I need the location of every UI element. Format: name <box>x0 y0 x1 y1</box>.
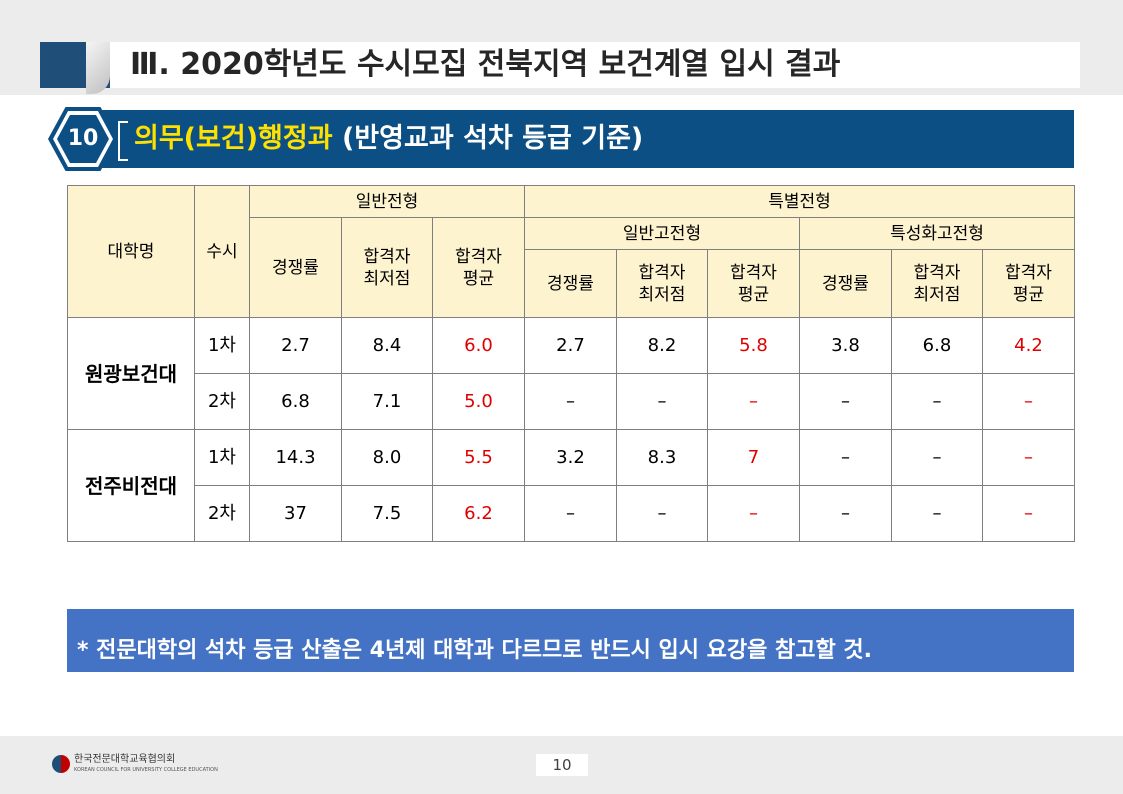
header-special-general: 일반고전형 <box>524 217 800 250</box>
round-cell: 1차 <box>194 429 250 486</box>
table-row: 2차 6.8 7.1 5.0 – – – – – – <box>68 373 1075 430</box>
section-bar <box>67 110 1074 168</box>
table-cell: 7.5 <box>341 485 433 542</box>
table-cell-highlight: 5.5 <box>432 429 525 486</box>
table-cell: 37 <box>249 485 342 542</box>
table-cell: – <box>799 429 892 486</box>
table-cell: – <box>799 485 892 542</box>
title-bar <box>40 42 1080 88</box>
section-title: 의무(보건)행정과 <box>134 123 333 154</box>
table-cell: 8.2 <box>616 317 708 374</box>
header-university: 대학명 <box>67 185 195 318</box>
header-avg-score: 합격자 평균 <box>432 217 525 318</box>
round-cell: 1차 <box>194 317 250 374</box>
header-avg-line1: 합격자 <box>455 246 502 267</box>
org-name-en: KOREAN COUNCIL FOR UNIVERSITY COLLEGE ED… <box>74 767 218 773</box>
table-cell-highlight: 4.2 <box>982 317 1075 374</box>
university-name: 원광보건대 <box>67 317 195 430</box>
table-cell: 8.4 <box>341 317 433 374</box>
table-cell: – <box>891 429 983 486</box>
header-min-line2: 최저점 <box>913 284 961 305</box>
header-ratio: 경쟁률 <box>249 217 342 318</box>
table-cell: – <box>524 373 617 430</box>
header-min-score: 합격자 최저점 <box>891 249 983 318</box>
results-table: 대학명 수시 일반전형 특별전형 경쟁률 합격자 최저점 합격자 평균 일반고전형 … <box>67 185 1075 542</box>
header-min-line2: 최저점 <box>363 268 411 289</box>
table-cell-highlight: 5.0 <box>432 373 525 430</box>
notice-banner: * 전문대학의 석차 등급 산출은 4년제 대학과 다르므로 반드시 입시 요강… <box>67 609 1074 672</box>
header-avg-line1: 합격자 <box>1005 262 1052 283</box>
table-row: 원광보건대 1차 2.7 8.4 6.0 2.7 8.2 5.8 3.8 6.8… <box>67 317 1075 430</box>
table-cell: 14.3 <box>249 429 342 486</box>
table-cell: – <box>891 373 983 430</box>
table-cell: 6.8 <box>249 373 342 430</box>
header-special-specialized: 특성화고전형 <box>799 217 1075 250</box>
table-cell-highlight: – <box>982 429 1075 486</box>
table-cell: 7.1 <box>341 373 433 430</box>
table-row: 2차 37 7.5 6.2 – – – – – – <box>68 485 1075 542</box>
header-min-score: 합격자 최저점 <box>616 249 708 318</box>
table-cell-highlight: 6.2 <box>432 485 525 542</box>
table-cell-highlight: 5.8 <box>707 317 800 374</box>
table-cell: – <box>616 485 708 542</box>
table-cell: – <box>616 373 708 430</box>
page-title: Ⅲ. 2020학년도 수시모집 전북지역 보건계열 입시 결과 <box>130 47 841 82</box>
table-cell-highlight: – <box>982 485 1075 542</box>
header-avg-line2: 평균 <box>462 268 495 289</box>
table-row: 전주비전대 1차 14.3 8.0 5.5 3.2 8.3 7 – – – <box>67 429 1075 542</box>
university-name: 전주비전대 <box>67 429 195 542</box>
table-cell: – <box>799 373 892 430</box>
header-avg-score: 합격자 평균 <box>982 249 1075 318</box>
table-cell: 2.7 <box>524 317 617 374</box>
table-cell-highlight: 6.0 <box>432 317 525 374</box>
header-min-line1: 합격자 <box>913 262 961 283</box>
header-avg-line2: 평균 <box>1012 284 1045 305</box>
table-cell: 2.7 <box>249 317 342 374</box>
header-general: 일반전형 <box>249 185 525 218</box>
table-cell: 3.2 <box>524 429 617 486</box>
table-cell: 6.8 <box>891 317 983 374</box>
header-min-line2: 최저점 <box>638 284 686 305</box>
section-heading: 의무(보건)행정과 (반영교과 석차 등급 기준) <box>134 113 643 165</box>
page-curl-icon <box>86 42 110 94</box>
bracket-icon <box>118 121 128 161</box>
table-cell-highlight: – <box>707 373 800 430</box>
header-avg-line2: 평균 <box>737 284 770 305</box>
org-name-ko: 한국전문대학교육협의회 <box>74 754 176 765</box>
header-ratio: 경쟁률 <box>799 249 892 318</box>
header-min-line1: 합격자 <box>638 262 686 283</box>
header-avg-line1: 합격자 <box>730 262 777 283</box>
table-cell: 8.0 <box>341 429 433 486</box>
table-cell: – <box>524 485 617 542</box>
header-avg-score: 합격자 평균 <box>707 249 800 318</box>
table-cell-highlight: – <box>982 373 1075 430</box>
table-cell-highlight: – <box>707 485 800 542</box>
table-cell: 8.3 <box>616 429 708 486</box>
section-subtitle: (반영교과 석차 등급 기준) <box>341 123 644 154</box>
header-special: 특별전형 <box>524 185 1075 218</box>
table-cell: – <box>891 485 983 542</box>
table-cell-highlight: 7 <box>707 429 800 486</box>
header-ratio: 경쟁률 <box>524 249 617 318</box>
header-round: 수시 <box>194 185 250 318</box>
round-cell: 2차 <box>194 373 250 430</box>
table-cell: 3.8 <box>799 317 892 374</box>
header-min-score: 합격자 최저점 <box>341 217 433 318</box>
round-cell: 2차 <box>194 485 250 542</box>
header-min-line1: 합격자 <box>363 246 411 267</box>
page-number: 10 <box>536 754 588 776</box>
council-logo-icon <box>52 755 70 773</box>
